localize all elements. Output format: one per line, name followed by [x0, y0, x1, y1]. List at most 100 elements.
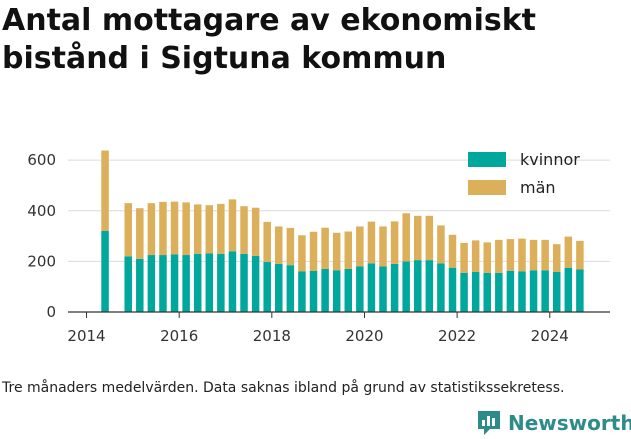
bar-kvinnor — [448, 267, 457, 312]
bar-kvinnor — [332, 270, 341, 312]
bar-man — [390, 221, 399, 264]
bar-kvinnor — [425, 260, 434, 312]
bar-kvinnor — [159, 255, 167, 312]
legend-swatch — [468, 180, 506, 195]
y-tick-label: 400 — [27, 202, 56, 220]
bar-kvinnor — [228, 251, 237, 312]
bar-kvinnor — [390, 263, 399, 312]
bar-man — [344, 231, 353, 269]
bar-kvinnor — [518, 271, 526, 312]
bar-man — [402, 213, 410, 262]
bar-man — [367, 221, 376, 264]
bar-man — [356, 226, 364, 267]
y-tick-label: 600 — [27, 151, 56, 169]
bar-kvinnor — [541, 270, 549, 312]
bar-kvinnor — [193, 253, 202, 312]
bar-man — [240, 206, 248, 254]
bar-kvinnor — [576, 269, 584, 312]
bar-man — [564, 236, 573, 268]
bar-man — [228, 199, 237, 252]
bar-man — [448, 234, 457, 268]
bar-man — [552, 244, 561, 273]
bar-kvinnor — [506, 270, 515, 312]
legend-label: kvinnor — [520, 150, 580, 169]
y-tick-label: 200 — [27, 252, 56, 270]
y-axis-ticks: 0 200 400 600 — [27, 151, 56, 321]
bar-man — [147, 203, 156, 256]
bar-kvinnor — [437, 263, 445, 312]
bar-kvinnor — [309, 270, 318, 312]
caption: Tre månaders medelvärden. Data saknas ib… — [2, 380, 565, 396]
bar-man — [286, 227, 295, 266]
chart: 0 200 400 600 2014 2016 2018 2020 2022 2024 kvin… — [27, 150, 610, 345]
bar-man — [251, 207, 260, 256]
bar-kvinnor — [379, 266, 387, 312]
bar-kvinnor — [495, 272, 503, 312]
bar-man — [182, 202, 190, 256]
legend: kvinnor män — [468, 150, 580, 197]
bar-kvinnor — [367, 263, 376, 312]
brand: Newsworthy — [476, 408, 631, 438]
bar-kvinnor — [471, 272, 480, 312]
brand-name: Newsworthy — [508, 411, 631, 435]
bar-kvinnor — [344, 268, 353, 312]
bar-man — [101, 150, 109, 231]
y-tick-label: 0 — [46, 303, 56, 321]
bar-man — [506, 239, 515, 271]
bar-man — [205, 205, 214, 254]
bar-man — [321, 227, 329, 269]
x-tick-label: 2016 — [160, 327, 198, 345]
bar-man — [136, 208, 144, 259]
bar-kvinnor — [275, 263, 283, 312]
bar-man — [159, 201, 167, 256]
bar-man — [309, 231, 318, 271]
bar-man — [541, 239, 549, 271]
bar-kvinnor — [205, 253, 214, 312]
bar-kvinnor — [240, 253, 248, 312]
bar-man — [460, 242, 468, 273]
bar-man — [425, 215, 434, 261]
bar-man — [529, 239, 538, 271]
bar-man — [576, 240, 584, 270]
bar-kvinnor — [136, 258, 144, 312]
legend-label: män — [520, 178, 556, 197]
bar-kvinnor — [356, 266, 364, 312]
bar-man — [124, 203, 132, 257]
bar-man — [518, 238, 526, 272]
bar-kvinnor — [529, 270, 538, 312]
bar-kvinnor — [217, 253, 225, 312]
bar-man — [471, 240, 480, 273]
x-tick-label: 2022 — [438, 327, 476, 345]
bar-man — [483, 242, 491, 273]
bar-kvinnor — [101, 231, 109, 312]
legend-swatch — [468, 152, 506, 167]
bars — [101, 150, 584, 312]
bar-man — [275, 226, 283, 264]
bar-man — [414, 215, 422, 261]
bar-kvinnor — [124, 256, 132, 312]
bar-kvinnor — [251, 255, 260, 312]
bar-man — [263, 221, 271, 262]
bar-kvinnor — [182, 255, 190, 312]
chart-title: Antal mottagare av ekonomiskt bistånd i … — [2, 3, 536, 76]
bar-kvinnor — [147, 255, 156, 312]
bar-man — [332, 232, 341, 271]
bar-kvinnor — [286, 265, 295, 312]
bar-man — [437, 225, 445, 264]
bar-kvinnor — [414, 260, 422, 312]
x-tick-label: 2014 — [67, 327, 105, 345]
bar-man — [495, 239, 503, 273]
bar-kvinnor — [402, 261, 410, 312]
newsworthy-chart-logo-icon — [478, 411, 500, 435]
x-axis-ticks: 2014 2016 2018 2020 2022 2024 — [67, 312, 569, 345]
x-tick-label: 2020 — [345, 327, 383, 345]
bar-kvinnor — [263, 261, 271, 312]
bar-kvinnor — [321, 268, 329, 312]
bar-man — [379, 226, 387, 267]
bar-kvinnor — [483, 272, 491, 312]
x-tick-label: 2024 — [531, 327, 569, 345]
bar-kvinnor — [460, 272, 468, 312]
bar-kvinnor — [564, 267, 573, 312]
x-tick-label: 2018 — [253, 327, 291, 345]
bar-man — [193, 204, 202, 254]
